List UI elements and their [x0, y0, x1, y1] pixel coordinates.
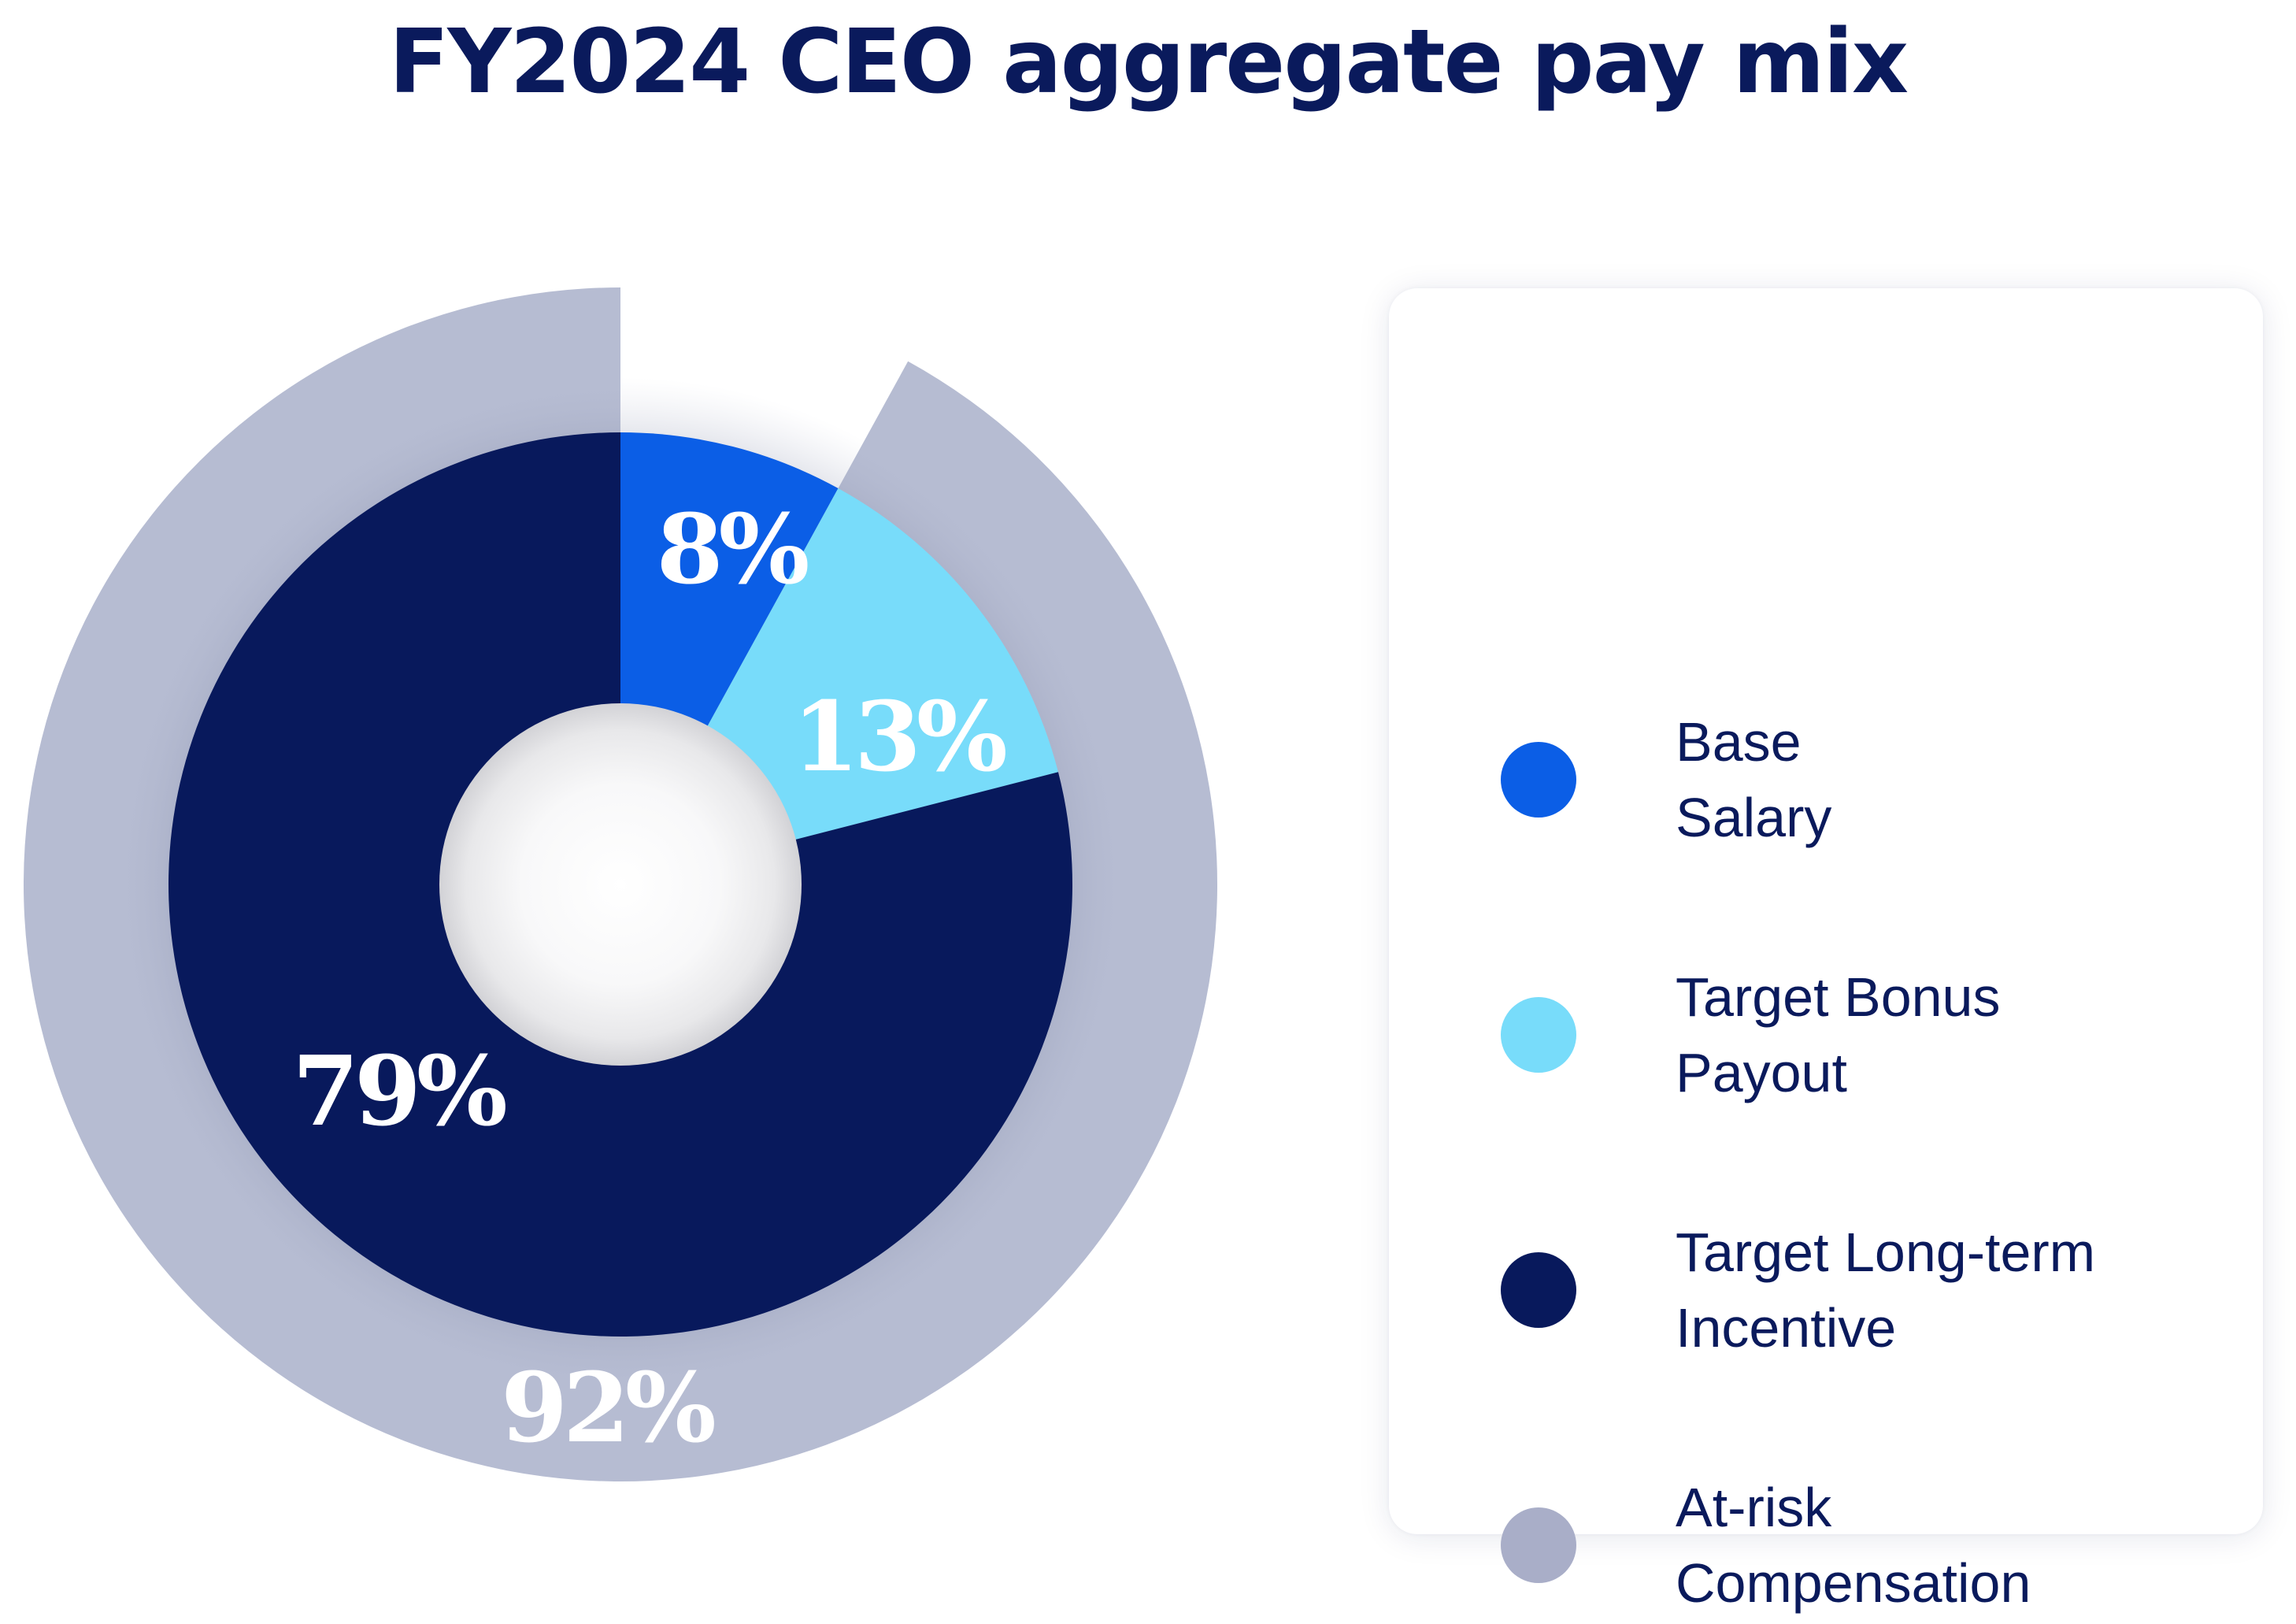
- legend: Base Salary Target Bonus Payout Target L…: [1389, 288, 2263, 1614]
- legend-item-target-bonus: Target Bonus Payout: [1501, 956, 2209, 1114]
- legend-label-target-bonus: Target Bonus Payout: [1676, 966, 2001, 1103]
- legend-swatch-base-salary: [1501, 742, 1576, 818]
- chart-title: FY2024 CEO aggregate pay mix: [388, 11, 1909, 113]
- donut-chart: 8% 13% 79% 92%: [23, 287, 1217, 1481]
- legend-swatch-at-risk: [1501, 1507, 1576, 1583]
- donut-hole: [439, 703, 802, 1066]
- legend-label-base-salary: Base Salary: [1676, 711, 1832, 848]
- legend-swatch-target-bonus: [1501, 997, 1576, 1073]
- legend-label-at-risk: At-risk Compensation: [1676, 1477, 2031, 1614]
- legend-label-long-term-incentive: Target Long-term Incentive: [1676, 1222, 2096, 1359]
- label-target-bonus-value: 13%: [792, 680, 1005, 793]
- legend-item-base-salary: Base Salary: [1501, 701, 2209, 858]
- label-long-term-incentive-value: 79%: [292, 1034, 505, 1148]
- legend-swatch-long-term-incentive: [1501, 1252, 1576, 1328]
- legend-item-long-term-incentive: Target Long-term Incentive: [1501, 1211, 2209, 1369]
- label-base-salary-value: 8%: [657, 492, 808, 606]
- legend-item-at-risk: At-risk Compensation: [1501, 1466, 2209, 1624]
- label-at-risk-value: 92%: [501, 1351, 714, 1464]
